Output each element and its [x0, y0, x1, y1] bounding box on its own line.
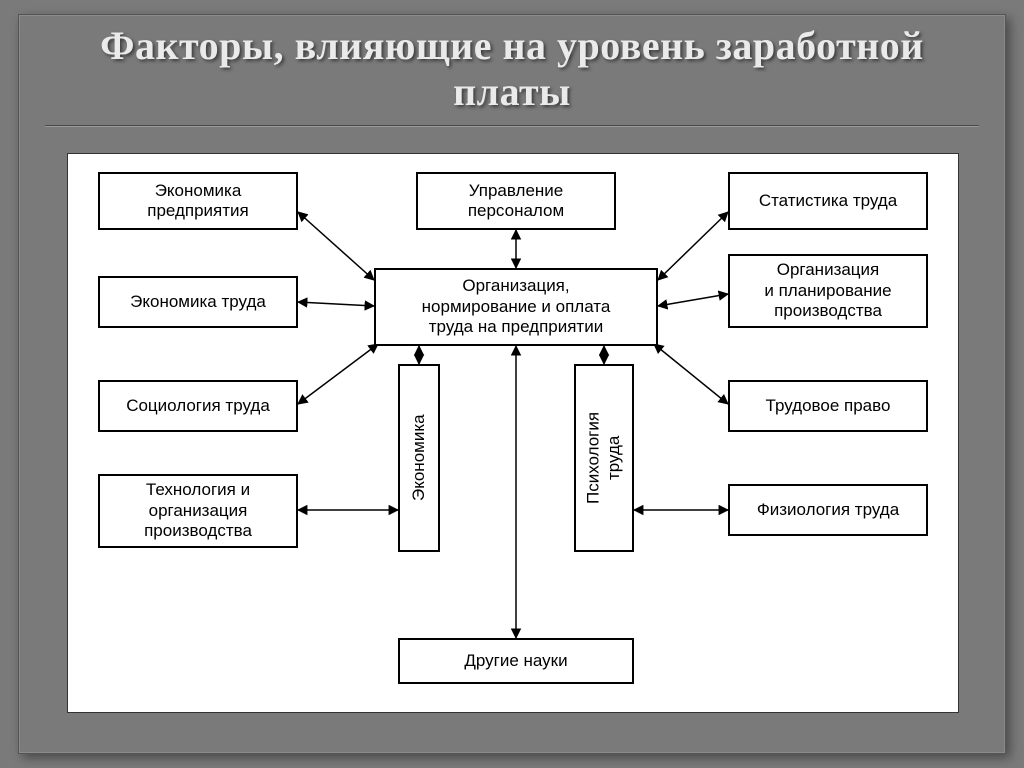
node-labor-economics: Экономика труда	[98, 276, 298, 328]
node-psychology-vertical: Психологиятруда	[574, 364, 634, 552]
diagram: Экономикапредприятия Управлениеперсонало…	[67, 153, 959, 713]
title-divider	[45, 125, 979, 127]
diagram-arrows	[68, 154, 958, 712]
node-economics-vertical: Экономика	[398, 364, 440, 552]
slide-title: Факторы, влияющие на уровень заработной …	[19, 15, 1005, 115]
node-physiology: Физиология труда	[728, 484, 928, 536]
node-labor-statistics: Статистика труда	[728, 172, 928, 230]
node-enterprise-economics: Экономикапредприятия	[98, 172, 298, 230]
node-sociology: Социология труда	[98, 380, 298, 432]
node-hr-management: Управлениеперсоналом	[416, 172, 616, 230]
slide: Факторы, влияющие на уровень заработной …	[18, 14, 1006, 754]
node-technology-org: Технология иорганизацияпроизводства	[98, 474, 298, 548]
node-other-sciences: Другие науки	[398, 638, 634, 684]
node-org-planning: Организацияи планированиепроизводства	[728, 254, 928, 328]
node-labor-law: Трудовое право	[728, 380, 928, 432]
node-center: Организация,нормирование и оплататруда н…	[374, 268, 658, 346]
